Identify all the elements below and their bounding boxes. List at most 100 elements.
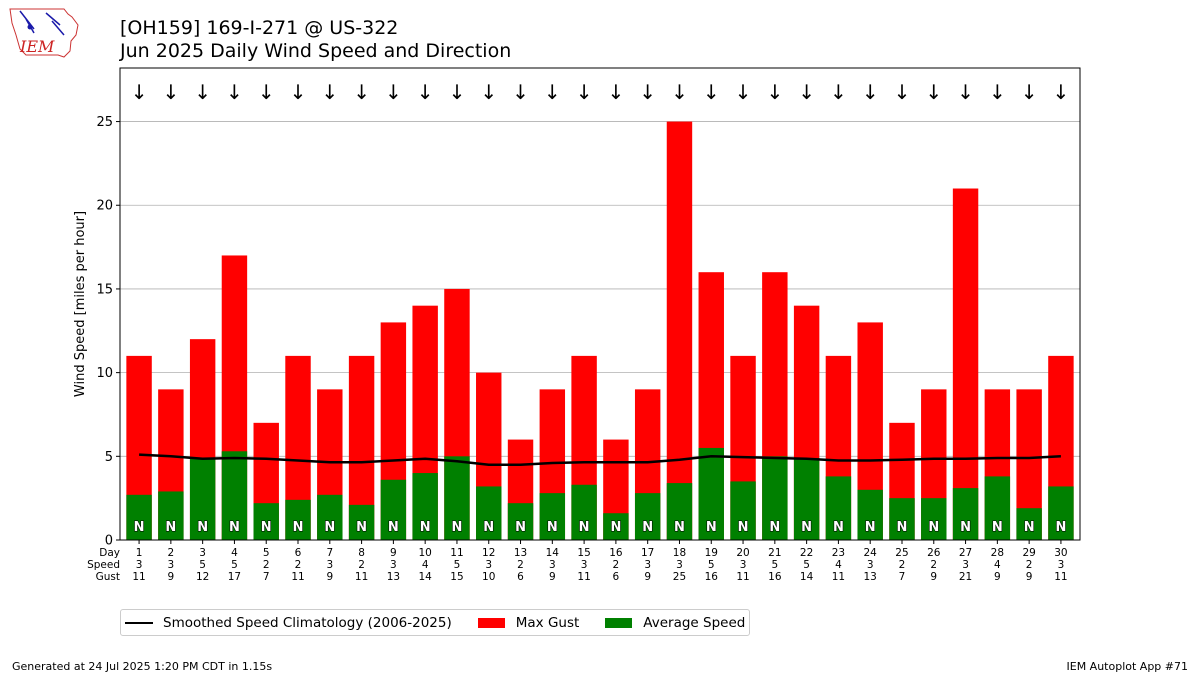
direction-label: N (388, 520, 399, 535)
x-tick-label-gust: 11 (132, 571, 145, 583)
x-tick-label-speed: 3 (644, 559, 651, 571)
x-tick-label-speed: 2 (613, 559, 620, 571)
x-tick-label-speed: 5 (771, 559, 778, 571)
direction-arrow: ↓ (480, 80, 497, 104)
direction-arrow: ↓ (544, 80, 561, 104)
x-tick-label-gust: 6 (517, 571, 524, 583)
climatology-line (139, 453, 1061, 466)
legend-item-max-gust: Max Gust (477, 615, 579, 631)
average-speed-bar (603, 513, 629, 540)
direction-label: N (642, 520, 653, 535)
x-tick-label-speed: 3 (962, 559, 969, 571)
average-speed-bar (126, 494, 152, 540)
x-tick-label-day: 20 (736, 547, 749, 559)
x-tick-label-speed: 5 (199, 559, 206, 571)
direction-label: N (229, 520, 240, 535)
x-tick-label-gust: 11 (832, 571, 845, 583)
x-tick-label-day: 10 (418, 547, 431, 559)
direction-arrow: ↓ (639, 80, 656, 104)
row-label: Gust (96, 571, 120, 583)
average-speed-bar (380, 479, 407, 540)
x-tick-label-gust: 16 (768, 571, 782, 583)
direction-arrow: ↓ (703, 80, 720, 104)
x-tick-label-day: 17 (641, 547, 654, 559)
x-tick-label-gust: 9 (930, 571, 937, 583)
direction-label: N (547, 520, 558, 535)
x-tick-label-day: 26 (927, 547, 941, 559)
x-tick-label-gust: 14 (800, 571, 814, 583)
direction-label: N (960, 520, 971, 535)
x-tick-label-gust: 10 (482, 571, 495, 583)
direction-arrow: ↓ (735, 80, 752, 104)
direction-arrow: ↓ (608, 80, 625, 104)
y-tick-label: 5 (105, 450, 113, 465)
x-tick-label-speed: 5 (803, 559, 810, 571)
average-speed-bar (539, 493, 566, 540)
x-tick-label-day: 27 (959, 547, 972, 559)
x-tick-label-day: 18 (673, 547, 686, 559)
average-speed-bar (444, 456, 470, 540)
x-tick-label-gust: 11 (1054, 571, 1067, 583)
x-tick-label-gust: 25 (673, 571, 686, 583)
x-tick-label-speed: 3 (326, 559, 333, 571)
climatology-layer (139, 453, 1061, 466)
bars (126, 121, 1074, 541)
average-speed-bar (221, 451, 248, 540)
average-speed-bar (1048, 486, 1074, 540)
direction-label: N (134, 520, 145, 535)
x-tick-label-day: 16 (609, 547, 623, 559)
direction-label: N (165, 520, 176, 535)
x-tick-label-day: 29 (1022, 547, 1035, 559)
average-speed-bar (698, 447, 724, 540)
direction-arrow: ↓ (290, 80, 307, 104)
x-tick-label-gust: 14 (418, 571, 432, 583)
plot-frame (119, 67, 1081, 541)
direction-arrow: ↓ (321, 80, 338, 104)
x-tick-label-speed: 2 (263, 559, 270, 571)
x-tick-label-gust: 11 (736, 571, 749, 583)
direction-arrow: ↓ (258, 80, 275, 104)
generated-timestamp: Generated at 24 Jul 2025 1:20 PM CDT in … (12, 660, 273, 673)
x-tick-label-day: 15 (577, 547, 590, 559)
average-speed-bar (952, 488, 979, 540)
max-gust-bar (952, 188, 979, 541)
direction-arrow: ↓ (449, 80, 466, 104)
direction-arrow: ↓ (353, 80, 370, 104)
x-tick-label-day: 12 (482, 547, 495, 559)
x-tick-label-day: 4 (231, 547, 238, 559)
direction-label: N (769, 520, 780, 535)
direction-arrow: ↓ (417, 80, 434, 104)
x-tick-label-day: 14 (546, 547, 560, 559)
y-tick-label: 10 (96, 366, 113, 381)
direction-arrow: ↓ (798, 80, 815, 104)
direction-arrow: ↓ (989, 80, 1006, 104)
x-tick-label-gust: 6 (613, 571, 620, 583)
legend-line-swatch (125, 621, 153, 624)
direction-label: N (293, 520, 304, 535)
average-speed-bar (189, 457, 216, 540)
x-tick-label-gust: 7 (263, 571, 270, 583)
x-tick-label-day: 6 (295, 547, 302, 559)
direction-arrow: ↓ (862, 80, 879, 104)
average-speed-bar (921, 498, 947, 540)
x-tick-label-speed: 4 (422, 559, 429, 571)
legend-label-average-speed: Average Speed (643, 614, 746, 631)
direction-label: N (1055, 520, 1066, 535)
direction-label: N (324, 520, 335, 535)
direction-arrow: ↓ (512, 80, 529, 104)
direction-arrow: ↓ (226, 80, 243, 104)
y-tick-label: 25 (96, 115, 113, 130)
average-speed-bar (476, 486, 502, 540)
x-tick-label-speed: 3 (740, 559, 747, 571)
x-tick-label-gust: 9 (994, 571, 1001, 583)
direction-label: N (833, 520, 844, 535)
direction-arrow: ↓ (131, 80, 148, 104)
average-speed-bar (634, 493, 661, 540)
x-tick-label-day: 2 (168, 547, 175, 559)
direction-label: N (579, 520, 590, 535)
direction-label: N (420, 520, 431, 535)
x-tick-label-gust: 9 (1026, 571, 1033, 583)
x-tick-label-speed: 2 (358, 559, 365, 571)
x-tick-label-day: 24 (864, 547, 878, 559)
